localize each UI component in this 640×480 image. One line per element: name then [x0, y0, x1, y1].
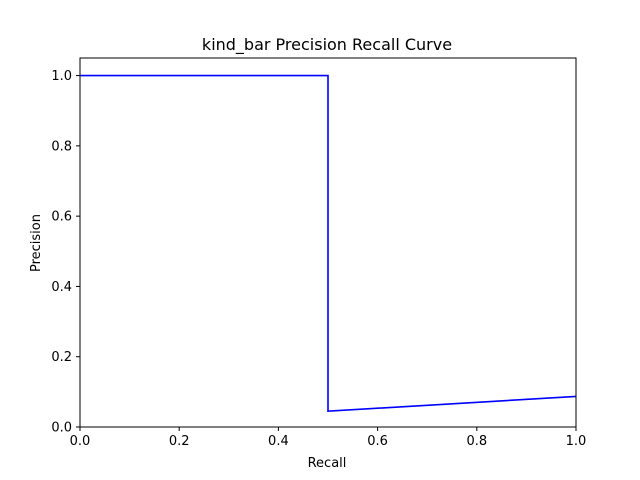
y-axis-label: Precision: [29, 214, 44, 272]
x-tick-label: 0.8: [466, 434, 487, 449]
plot-area: [79, 57, 577, 428]
x-axis-label: Recall: [308, 456, 347, 471]
x-axis-ticks: 0.0 0.2 0.4 0.6 0.8 1.0: [70, 427, 587, 449]
series-line-0: [80, 74, 577, 413]
y-axis-ticks: 0.0 0.2 0.4 0.6 0.8 1.0: [51, 69, 80, 436]
x-tick-label: 0.4: [268, 434, 289, 449]
y-tick-label: 0.0: [51, 421, 72, 436]
x-tick-label: 0.6: [367, 434, 388, 449]
chart-title: kind_bar Precision Recall Curve: [202, 35, 452, 55]
y-tick-label: 0.2: [51, 350, 72, 365]
x-tick-label: 0.2: [169, 434, 190, 449]
y-tick-label: 0.6: [51, 210, 72, 225]
y-tick-label: 1.0: [51, 69, 72, 84]
y-tick-label: 0.4: [51, 280, 72, 295]
x-tick-label: 0.0: [70, 434, 91, 449]
y-tick-label: 0.8: [51, 139, 72, 154]
axes-frame: [79, 57, 577, 428]
x-tick-label: 1.0: [566, 434, 587, 449]
